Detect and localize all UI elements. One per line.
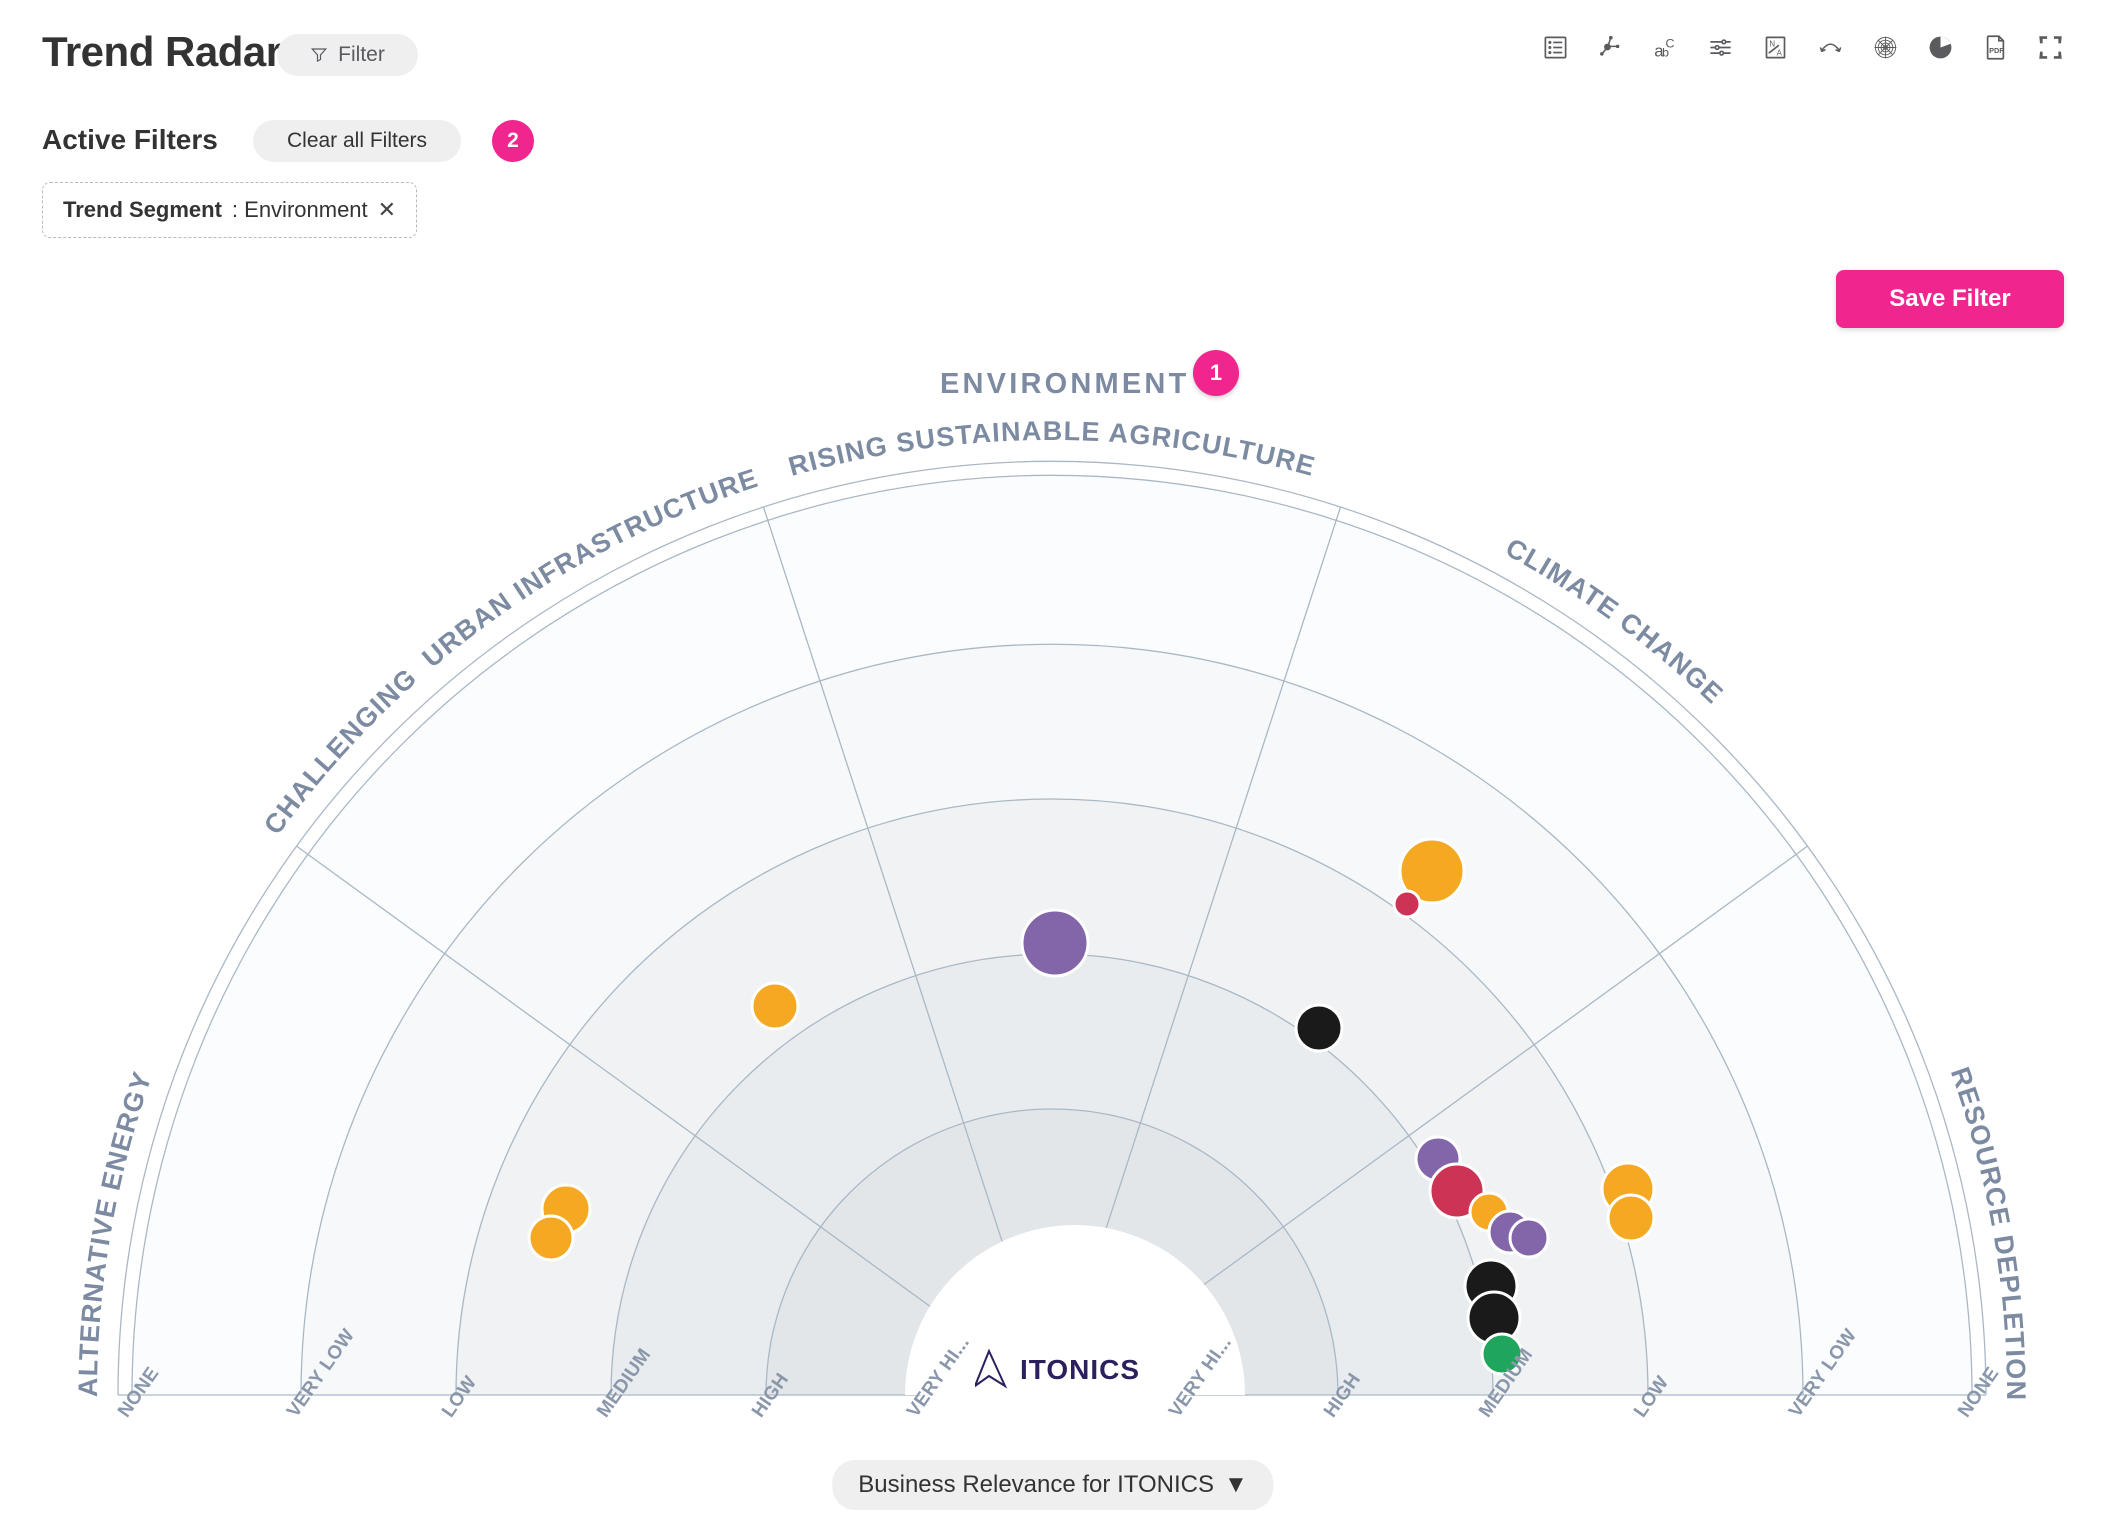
svg-text:ITONICS: ITONICS (1020, 1354, 1140, 1385)
svg-text:RISING SUSTAINABLE AGRICULTURE: RISING SUSTAINABLE AGRICULTURE (785, 416, 1319, 482)
